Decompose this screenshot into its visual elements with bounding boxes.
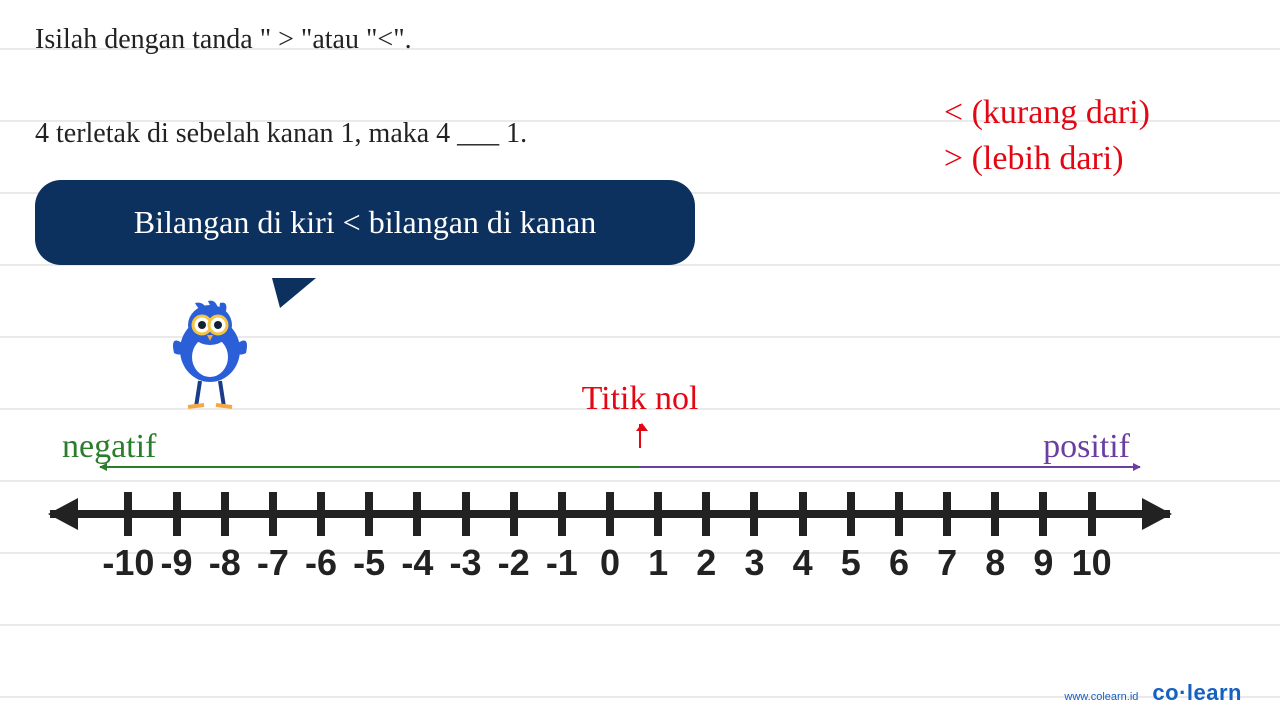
tick — [943, 492, 951, 536]
tick-label: -8 — [209, 542, 241, 584]
tick-label: 0 — [600, 542, 620, 584]
symbol-legend: < (kurang dari) > (lebih dari) — [944, 90, 1150, 182]
positive-label: positif — [1043, 428, 1130, 466]
tick — [1088, 492, 1096, 536]
tick — [221, 492, 229, 536]
tick-label: -7 — [257, 542, 289, 584]
tick — [991, 492, 999, 536]
tick — [173, 492, 181, 536]
tick — [269, 492, 277, 536]
tick-label: -6 — [305, 542, 337, 584]
tick — [124, 492, 132, 536]
tick — [847, 492, 855, 536]
footer-logo: co·learn — [1152, 680, 1242, 706]
negative-label: negatif — [62, 428, 156, 466]
tick-label: 2 — [696, 542, 716, 584]
tick — [462, 492, 470, 536]
legend-greater-than: > (lebih dari) — [944, 136, 1150, 182]
question-line-2: 4 terletak di sebelah kanan 1, maka 4 __… — [35, 118, 527, 150]
tick-label: -2 — [498, 542, 530, 584]
tick-label: 3 — [744, 542, 764, 584]
tick — [702, 492, 710, 536]
footer-url: www.colearn.id — [1064, 691, 1138, 703]
tick — [317, 492, 325, 536]
tick — [510, 492, 518, 536]
tick-label: -1 — [546, 542, 578, 584]
tick — [799, 492, 807, 536]
speech-bubble-tail — [258, 278, 316, 308]
tick-label: 7 — [937, 542, 957, 584]
tick-label: 4 — [793, 542, 813, 584]
tick — [606, 492, 614, 536]
tick-label: -3 — [450, 542, 482, 584]
question-line-1: Isilah dengan tanda " > "atau "<". — [35, 24, 412, 56]
legend-less-than: < (kurang dari) — [944, 90, 1150, 136]
axis-arrow-left — [48, 498, 78, 530]
positive-direction-line — [640, 466, 1140, 468]
zero-pointer-arrow — [639, 424, 641, 448]
tick-label: -10 — [102, 542, 154, 584]
tick-label: -4 — [401, 542, 433, 584]
number-line: -10-9-8-7-6-5-4-3-2-1012345678910 — [50, 490, 1170, 540]
negative-direction-line — [100, 466, 640, 468]
number-line-area: Titik nol negatif positif -10-9-8-7-6-5-… — [0, 380, 1280, 620]
tick-label: 9 — [1033, 542, 1053, 584]
zero-label: Titik nol — [582, 380, 699, 418]
tick-label: 10 — [1072, 542, 1112, 584]
tick-label: -5 — [353, 542, 385, 584]
tick — [654, 492, 662, 536]
tick-label: 8 — [985, 542, 1005, 584]
tick-label: 6 — [889, 542, 909, 584]
tick — [895, 492, 903, 536]
speech-bubble: Bilangan di kiri < bilangan di kanan — [35, 180, 695, 265]
tick — [413, 492, 421, 536]
tick-label: -9 — [161, 542, 193, 584]
tick — [365, 492, 373, 536]
axis-arrow-right — [1142, 498, 1172, 530]
tick — [1039, 492, 1047, 536]
speech-bubble-text: Bilangan di kiri < bilangan di kanan — [35, 180, 695, 265]
tick — [750, 492, 758, 536]
tick-label: 1 — [648, 542, 668, 584]
tick — [558, 492, 566, 536]
tick-label: 5 — [841, 542, 861, 584]
footer: www.colearn.id co·learn — [1064, 680, 1242, 706]
